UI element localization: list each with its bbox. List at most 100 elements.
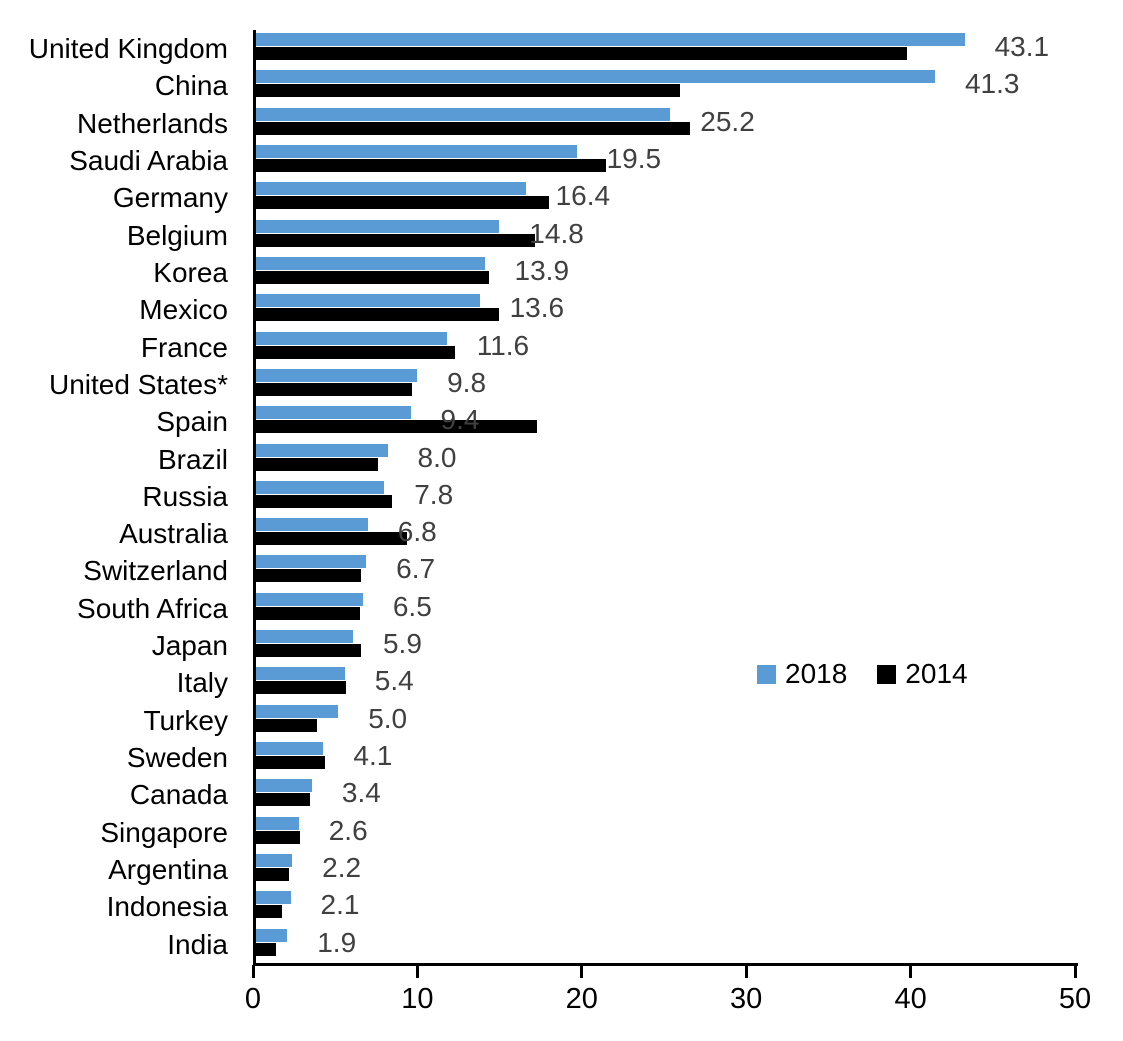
bar-row: 16.4	[256, 179, 1078, 216]
legend-item-2018: 2018	[757, 658, 847, 690]
x-tick-label: 50	[1058, 983, 1092, 1015]
data-label: 9.8	[447, 366, 487, 398]
bar-2018	[256, 816, 299, 830]
data-label: 2.1	[320, 889, 360, 921]
bar-2014	[256, 718, 317, 732]
x-tick-mark	[1073, 965, 1077, 978]
bar-2018	[256, 667, 345, 681]
data-label: 5.0	[368, 702, 408, 734]
bar-2014	[256, 532, 408, 546]
bar-row: 6.8	[256, 515, 1078, 552]
category-label: Japan	[151, 630, 228, 662]
category-label: United States*	[49, 368, 228, 400]
category-label: Korea	[153, 256, 228, 288]
bar-row: 1.9	[256, 926, 1078, 963]
x-tick-label: 0	[244, 983, 262, 1015]
data-label: 9.4	[440, 404, 480, 436]
bar-2014	[256, 868, 289, 882]
bar-2014	[256, 308, 500, 322]
bar-2018	[256, 704, 339, 718]
bar-row: 7.8	[256, 478, 1078, 515]
category-label: Netherlands	[77, 107, 228, 139]
category-label: Argentina	[108, 854, 228, 886]
category-label: Brazil	[157, 443, 228, 475]
category-label: South Africa	[77, 592, 228, 624]
bar-row: 13.6	[256, 291, 1078, 328]
legend-swatch	[877, 664, 897, 684]
data-label: 41.3	[964, 68, 1020, 100]
category-label: Spain	[156, 406, 228, 438]
bar-2014	[256, 793, 311, 807]
data-label: 6.5	[392, 590, 432, 622]
x-tick-label: 20	[565, 983, 598, 1015]
bar-row: 2.2	[256, 851, 1078, 888]
category-label: Italy	[176, 667, 228, 699]
data-label: 13.9	[514, 254, 570, 286]
data-label: 1.9	[317, 926, 357, 958]
bar-2018	[256, 854, 293, 868]
bar-2018	[256, 331, 447, 345]
bar-row: 3.4	[256, 776, 1078, 813]
bar-2014	[256, 905, 283, 919]
bar-row: 43.1	[256, 30, 1078, 67]
bar-row: 2.6	[256, 814, 1078, 851]
data-label: 6.7	[396, 553, 436, 585]
bar-2014	[256, 942, 276, 956]
bar-row: 5.9	[256, 627, 1078, 664]
bar-2014	[256, 606, 360, 620]
legend-label: 2018	[785, 658, 848, 689]
bar-2014	[256, 345, 455, 359]
bar-2018	[256, 33, 965, 46]
bar-2018	[256, 70, 935, 84]
bar-2018	[256, 443, 388, 457]
data-label: 13.6	[509, 292, 565, 324]
category-label: Switzerland	[83, 555, 228, 587]
legend-item-2014: 2014	[877, 658, 968, 690]
data-label: 5.9	[382, 628, 422, 660]
bar-2018	[256, 107, 671, 121]
bar-row: 14.8	[256, 217, 1078, 254]
data-label: 8.0	[417, 441, 457, 473]
x-tick-mark	[415, 965, 419, 978]
bar-2014	[256, 158, 607, 172]
data-label: 5.4	[374, 665, 414, 697]
category-label: Australia	[119, 518, 228, 550]
category-label: China	[154, 70, 228, 102]
bar-2018	[256, 406, 411, 420]
bar-row: 4.1	[256, 739, 1078, 776]
data-label: 4.1	[353, 740, 393, 772]
category-label: Belgium	[126, 219, 228, 251]
bar-row: 2.1	[256, 888, 1078, 925]
bar-2014	[256, 121, 691, 135]
bar-2014	[256, 681, 347, 695]
bar-2018	[256, 779, 312, 793]
bar-row: 8.0	[256, 441, 1078, 478]
bar-row: 9.8	[256, 366, 1078, 403]
data-label: 3.4	[341, 777, 381, 809]
bar-row: 13.9	[256, 254, 1078, 291]
bar-2018	[256, 592, 363, 606]
category-label: Sweden	[126, 742, 228, 774]
category-label: Canada	[129, 779, 228, 811]
x-axis-ticks: 0 10 20 30 40 50	[245, 963, 1091, 1023]
category-label: Indonesia	[106, 891, 228, 923]
data-label: 6.8	[397, 516, 437, 548]
bar-2014	[256, 382, 413, 396]
bar-2014	[256, 270, 490, 284]
legend-swatch	[757, 664, 776, 684]
bar-2018	[256, 891, 291, 905]
category-labels: United Kingdom China Netherlands Saudi Arab…	[0, 30, 228, 963]
bar-2014	[256, 569, 362, 583]
bar-row: 5.0	[256, 702, 1078, 739]
bar-2018	[256, 518, 368, 532]
category-label: United Kingdom	[28, 33, 228, 64]
x-tick-mark	[909, 965, 913, 978]
data-label: 11.6	[476, 329, 530, 361]
data-label: 14.8	[529, 217, 584, 249]
bar-row: 6.5	[256, 590, 1078, 627]
bar-2014	[256, 47, 908, 60]
category-label: Russia	[142, 480, 228, 512]
x-tick-mark	[580, 965, 584, 978]
data-label: 2.6	[328, 814, 368, 846]
